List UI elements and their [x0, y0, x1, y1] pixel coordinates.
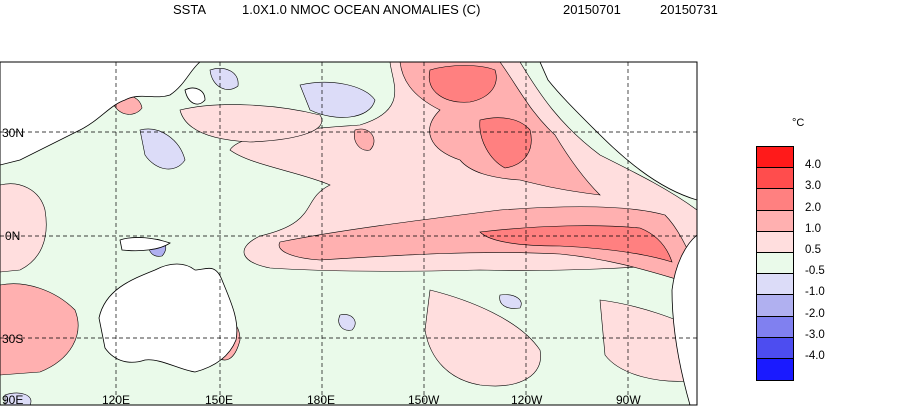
south-america-landmass — [671, 234, 697, 405]
cool-anomaly-region — [338, 314, 356, 331]
colorbar-label: 0.5 — [805, 244, 821, 256]
asia-landmass — [0, 62, 201, 166]
cool-anomaly-region — [499, 294, 522, 309]
lon-label-90w: 90W — [616, 393, 641, 407]
colorbar-label: 2.0 — [805, 201, 821, 214]
northwest-pacific-warm — [179, 104, 323, 143]
colorbar-swatch — [756, 188, 794, 212]
north-america-landmass — [539, 62, 697, 201]
lat-label-0n: 0N — [5, 229, 21, 243]
cool-anomaly-region — [4, 392, 32, 405]
colorbar-label: -0.5 — [805, 265, 825, 278]
title-start-date: 20150701 — [563, 2, 621, 17]
colorbar-swatch — [756, 336, 794, 360]
ne-pacific-strong-warm — [428, 65, 497, 103]
cool-anomaly-region — [299, 82, 376, 118]
australia-landmass — [98, 263, 238, 373]
colorbar-swatch — [756, 230, 794, 254]
lon-label-180e: 180E — [307, 393, 336, 407]
lon-label-150w: 150W — [408, 393, 440, 407]
title-end-date: 20150731 — [660, 2, 718, 17]
title-description: 1.0X1.0 NMOC OCEAN ANOMALIES (C) — [242, 2, 481, 17]
colorbar-label: -3.0 — [805, 328, 825, 341]
colorbar-swatch — [756, 273, 794, 297]
colorbar-label: -1.0 — [805, 286, 825, 299]
cool-anomaly-region — [209, 68, 239, 90]
colorbar-label: 3.0 — [805, 180, 821, 193]
map-frame — [0, 61, 698, 406]
lat-label-30n: 30N — [2, 126, 25, 140]
cool-anomaly-region — [139, 128, 186, 170]
colorbar-label: -2.0 — [805, 307, 825, 320]
lon-label-90e: 90E — [2, 393, 24, 407]
colorbar-swatch — [756, 358, 794, 381]
indian-ocean-warm — [0, 183, 47, 273]
colorbar-label: 4.0 — [805, 159, 821, 172]
map-grid — [0, 62, 697, 405]
title-variable: SSTA — [173, 2, 206, 17]
colorbar-swatch — [756, 252, 794, 275]
ne-pacific-warm-core — [479, 117, 532, 169]
southeast-pacific-warm — [599, 299, 697, 382]
colorbar-swatch — [756, 209, 794, 233]
colorbar-label: -4.0 — [805, 350, 825, 362]
equatorial-strong-warm — [479, 225, 673, 263]
colorbar-swatch — [756, 167, 794, 191]
colorbar-swatch — [756, 315, 794, 339]
lon-label-120e: 120E — [102, 393, 131, 407]
colorbar-swatch — [756, 294, 794, 318]
lon-label-150e: 150E — [205, 393, 234, 407]
lat-label-30s: 30S — [2, 332, 24, 346]
japan-landmass — [184, 87, 206, 105]
map-title: SSTA 1.0X1.0 NMOC OCEAN ANOMALIES (C) 20… — [0, 2, 900, 22]
map-field — [0, 62, 697, 405]
hawaii-warm — [354, 128, 375, 151]
colorbar-label: 1.0 — [805, 222, 821, 235]
colorbar-swatch — [756, 146, 794, 169]
colorbar-unit: °C — [792, 117, 805, 129]
southwest-warm — [0, 283, 79, 376]
new-guinea-landmass — [119, 237, 171, 252]
lon-label-120w: 120W — [511, 393, 543, 407]
south-pacific-warm — [424, 289, 541, 387]
